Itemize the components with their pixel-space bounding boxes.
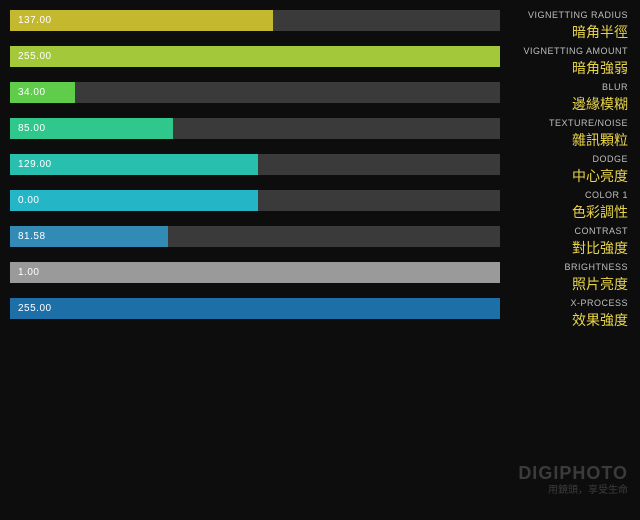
slider-track[interactable]: 34.00 [10, 82, 500, 103]
slider-label-en: X-PROCESS [508, 298, 628, 308]
slider-label-cn: 效果強度 [508, 310, 628, 330]
slider-label-cn: 對比強度 [508, 238, 628, 258]
slider-track-wrap: 81.58 [10, 226, 500, 247]
slider-row: 255.00 VIGNETTING AMOUNT 暗角強弱 [10, 46, 628, 78]
slider-value: 1.00 [18, 262, 39, 283]
slider-labels: X-PROCESS 效果強度 [500, 298, 628, 330]
slider-track-wrap: 255.00 [10, 298, 500, 319]
slider-label-en: VIGNETTING AMOUNT [508, 46, 628, 56]
slider-track[interactable]: 255.00 [10, 298, 500, 319]
slider-row: 0.00 COLOR 1 色彩調性 [10, 190, 628, 222]
slider-value: 255.00 [18, 46, 52, 67]
slider-value: 0.00 [18, 190, 39, 211]
slider-labels: TEXTURE/NOISE 雜訊顆粒 [500, 118, 628, 150]
slider-label-en: BLUR [508, 82, 628, 92]
slider-row: 85.00 TEXTURE/NOISE 雜訊顆粒 [10, 118, 628, 150]
slider-row: 81.58 CONTRAST 對比強度 [10, 226, 628, 258]
slider-value: 81.58 [18, 226, 46, 247]
slider-label-cn: 暗角半徑 [508, 22, 628, 42]
slider-track-wrap: 0.00 [10, 190, 500, 211]
slider-value: 137.00 [18, 10, 52, 31]
slider-label-en: CONTRAST [508, 226, 628, 236]
slider-labels: VIGNETTING AMOUNT 暗角強弱 [500, 46, 628, 78]
slider-label-cn: 邊緣模糊 [508, 94, 628, 114]
slider-label-en: DODGE [508, 154, 628, 164]
slider-label-cn: 色彩調性 [508, 202, 628, 222]
slider-labels: DODGE 中心亮度 [500, 154, 628, 186]
slider-value: 85.00 [18, 118, 46, 139]
slider-row: 1.00 BRIGHTNESS 照片亮度 [10, 262, 628, 294]
slider-track-wrap: 1.00 [10, 262, 500, 283]
slider-labels: BRIGHTNESS 照片亮度 [500, 262, 628, 294]
slider-row: 137.00 VIGNETTING RADIUS 暗角半徑 [10, 10, 628, 42]
slider-label-en: BRIGHTNESS [508, 262, 628, 272]
slider-label-cn: 雜訊顆粒 [508, 130, 628, 150]
slider-value: 255.00 [18, 298, 52, 319]
slider-track[interactable]: 129.00 [10, 154, 500, 175]
slider-fill [10, 298, 500, 319]
slider-label-cn: 暗角強弱 [508, 58, 628, 78]
slider-label-en: TEXTURE/NOISE [508, 118, 628, 128]
slider-label-en: VIGNETTING RADIUS [508, 10, 628, 20]
slider-track-wrap: 255.00 [10, 46, 500, 67]
slider-label-cn: 照片亮度 [508, 274, 628, 294]
slider-panel: 137.00 VIGNETTING RADIUS 暗角半徑 255.00 VIGNETT… [0, 0, 640, 330]
slider-label-cn: 中心亮度 [508, 166, 628, 186]
slider-track-wrap: 34.00 [10, 82, 500, 103]
slider-fill [10, 262, 500, 283]
slider-track-wrap: 129.00 [10, 154, 500, 175]
slider-track[interactable]: 255.00 [10, 46, 500, 67]
watermark-sub: 用鏡頭，享受生命 [548, 481, 628, 496]
slider-value: 34.00 [18, 82, 46, 103]
slider-track[interactable]: 1.00 [10, 262, 500, 283]
slider-track[interactable]: 85.00 [10, 118, 500, 139]
slider-track-wrap: 137.00 [10, 10, 500, 31]
slider-labels: COLOR 1 色彩調性 [500, 190, 628, 222]
slider-label-en: COLOR 1 [508, 190, 628, 200]
slider-row: 129.00 DODGE 中心亮度 [10, 154, 628, 186]
slider-row: 34.00 BLUR 邊緣模糊 [10, 82, 628, 114]
slider-fill [10, 190, 258, 211]
slider-fill [10, 46, 500, 67]
slider-track-wrap: 85.00 [10, 118, 500, 139]
slider-labels: CONTRAST 對比強度 [500, 226, 628, 258]
slider-labels: VIGNETTING RADIUS 暗角半徑 [500, 10, 628, 42]
slider-value: 129.00 [18, 154, 52, 175]
slider-track[interactable]: 81.58 [10, 226, 500, 247]
slider-track[interactable]: 0.00 [10, 190, 500, 211]
slider-row: 255.00 X-PROCESS 效果強度 [10, 298, 628, 330]
slider-track[interactable]: 137.00 [10, 10, 500, 31]
slider-labels: BLUR 邊緣模糊 [500, 82, 628, 114]
